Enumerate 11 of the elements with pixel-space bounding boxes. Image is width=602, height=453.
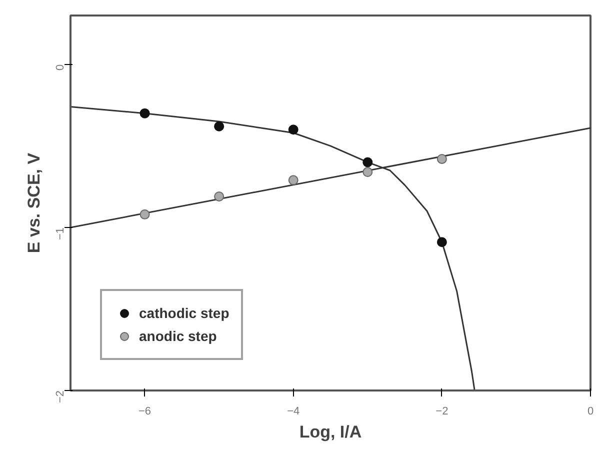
y-tick-label: 0 bbox=[54, 64, 66, 71]
x-axis-title: Log, I/A bbox=[299, 422, 362, 442]
x-tick-label: −2 bbox=[436, 406, 448, 418]
y-tick-label: −2 bbox=[54, 390, 66, 404]
x-tick-label: −6 bbox=[138, 406, 152, 418]
x-tick-label: 0 bbox=[587, 406, 594, 418]
x-tick-label: −4 bbox=[287, 406, 300, 418]
y-axis-title: E vs. SCE, V bbox=[24, 152, 44, 254]
legend-label: anodic step bbox=[139, 328, 217, 344]
legend-label: cathodic step bbox=[139, 305, 230, 321]
y-tick-label: −1 bbox=[54, 227, 66, 240]
